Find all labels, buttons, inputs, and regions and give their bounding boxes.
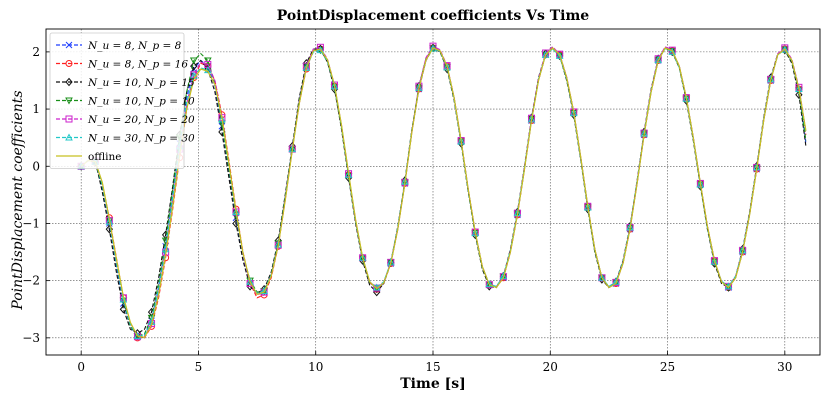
data-point xyxy=(696,180,705,188)
legend-label: N_u = 30, N_p = 30 xyxy=(87,133,195,145)
data-point xyxy=(710,257,719,265)
series-3 xyxy=(77,45,807,341)
legend-entry: N_u = 10, N_p = 15 xyxy=(56,77,195,89)
data-point xyxy=(598,273,606,281)
series-line xyxy=(80,47,807,337)
data-point xyxy=(668,47,677,55)
data-point xyxy=(330,82,339,90)
axis-ticks: 0 5 10 15 20 25 30 −3 −2 −1 0 1 2 xyxy=(22,45,792,374)
data-point xyxy=(358,253,367,261)
legend-label: N_u = 10, N_p = 10 xyxy=(87,96,195,108)
series-6 xyxy=(80,47,807,338)
legend-marker xyxy=(65,41,73,49)
x-tick-label: 25 xyxy=(660,360,675,374)
legend-entry: N_u = 8, N_p = 8 xyxy=(56,40,182,52)
chart-title: PointDisplacement coefficients Vs Time xyxy=(277,8,590,24)
data-point xyxy=(471,229,480,237)
data-point xyxy=(190,61,198,71)
y-tick-label: −1 xyxy=(22,216,40,230)
y-tick-label: −3 xyxy=(22,331,40,345)
data-point xyxy=(218,115,226,123)
x-tick-label: 5 xyxy=(195,360,203,374)
data-point xyxy=(485,280,494,288)
data-point xyxy=(443,63,451,71)
data-point xyxy=(724,283,733,291)
legend-label: N_u = 10, N_p = 15 xyxy=(87,77,195,89)
data-point xyxy=(781,44,789,52)
data-point xyxy=(555,51,564,59)
data-point xyxy=(246,277,254,285)
data-point xyxy=(682,94,691,102)
series-line xyxy=(80,47,807,338)
y-tick-label: 0 xyxy=(32,159,40,173)
data-point xyxy=(119,295,128,303)
legend-entry: N_u = 30, N_p = 30 xyxy=(56,133,195,145)
series-line xyxy=(80,45,807,338)
legend: N_u = 8, N_p = 8 N_u = 8, N_p = 16 N_u = 1… xyxy=(49,32,195,169)
x-axis-label: Time [s] xyxy=(400,376,465,392)
x-tick-label: 10 xyxy=(308,360,323,374)
data-point xyxy=(344,170,353,178)
legend-label: N_u = 8, N_p = 8 xyxy=(87,40,182,52)
x-tick-label: 20 xyxy=(543,360,558,374)
legend-marker xyxy=(65,97,73,105)
data-point xyxy=(541,50,550,58)
data-point xyxy=(232,207,240,216)
legend-entry: N_u = 20, N_p = 20 xyxy=(56,114,195,126)
y-tick-label: 2 xyxy=(32,45,40,59)
legend-label: N_u = 8, N_p = 16 xyxy=(87,59,188,71)
legend-marker xyxy=(65,60,73,67)
data-point xyxy=(260,286,268,294)
legend-entry: offline xyxy=(56,151,121,163)
x-tick-label: 30 xyxy=(777,360,792,374)
data-point xyxy=(612,277,620,285)
y-tick-label: 1 xyxy=(32,102,40,116)
legend-entry: N_u = 10, N_p = 10 xyxy=(56,96,195,108)
y-axis-label: PointDisplacement coefficients xyxy=(10,90,26,310)
data-point xyxy=(780,45,789,53)
data-point xyxy=(795,90,803,100)
legend-label: N_u = 20, N_p = 20 xyxy=(87,114,195,126)
data-point xyxy=(203,66,212,74)
legend-marker xyxy=(65,115,73,123)
data-point xyxy=(105,217,114,225)
legend-marker xyxy=(65,77,73,87)
data-point xyxy=(189,57,198,65)
legend-marker xyxy=(65,133,73,141)
data-point xyxy=(556,50,564,58)
legend-entry: N_u = 8, N_p = 16 xyxy=(56,59,188,71)
y-tick-label: −2 xyxy=(22,274,40,288)
grid xyxy=(46,29,820,355)
legend-box xyxy=(49,32,185,169)
legend-label: offline xyxy=(88,151,121,163)
x-tick-label: 0 xyxy=(77,360,85,374)
x-tick-label: 15 xyxy=(425,360,440,374)
data-point xyxy=(203,57,212,65)
data-point xyxy=(316,43,324,51)
plot-series xyxy=(77,42,807,342)
plot-frame xyxy=(45,28,821,356)
